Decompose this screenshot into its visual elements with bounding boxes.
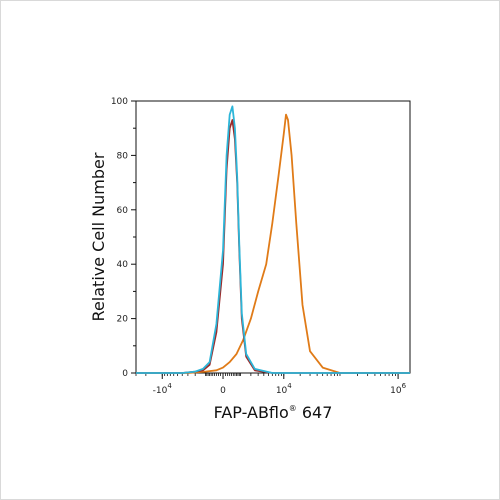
axis-ticks [131,100,399,379]
x-tick-labels: -104 0 104 106 [153,382,407,396]
plot-area-border [135,100,411,374]
x-tick-label: -104 [153,382,173,396]
x-axis-label-main: FAP-ABflo [214,403,289,422]
y-axis-label: Relative Cell Number [89,152,108,321]
series-lines [136,105,410,374]
series-line-1 [136,113,410,374]
y-tick-label: 80 [117,151,129,161]
x-axis-label-suffix: 647 [297,403,333,422]
series-line-3 [136,105,410,374]
x-tick-label: 106 [390,382,406,396]
y-tick-label: 60 [117,206,129,216]
y-tick-label: 40 [117,260,129,270]
x-axis-label: FAP-ABflo® 647 [214,403,333,422]
x-tick-label: 104 [276,382,292,396]
y-tick-label: 20 [117,315,129,325]
series-line-2 [136,119,410,374]
y-tick-label: 100 [111,97,128,107]
x-tick-label: 0 [220,386,226,396]
y-tick-label: 0 [122,369,128,379]
x-axis-label-sup: ® [289,404,297,413]
y-tick-labels: 0 20 40 60 80 100 [111,97,128,379]
